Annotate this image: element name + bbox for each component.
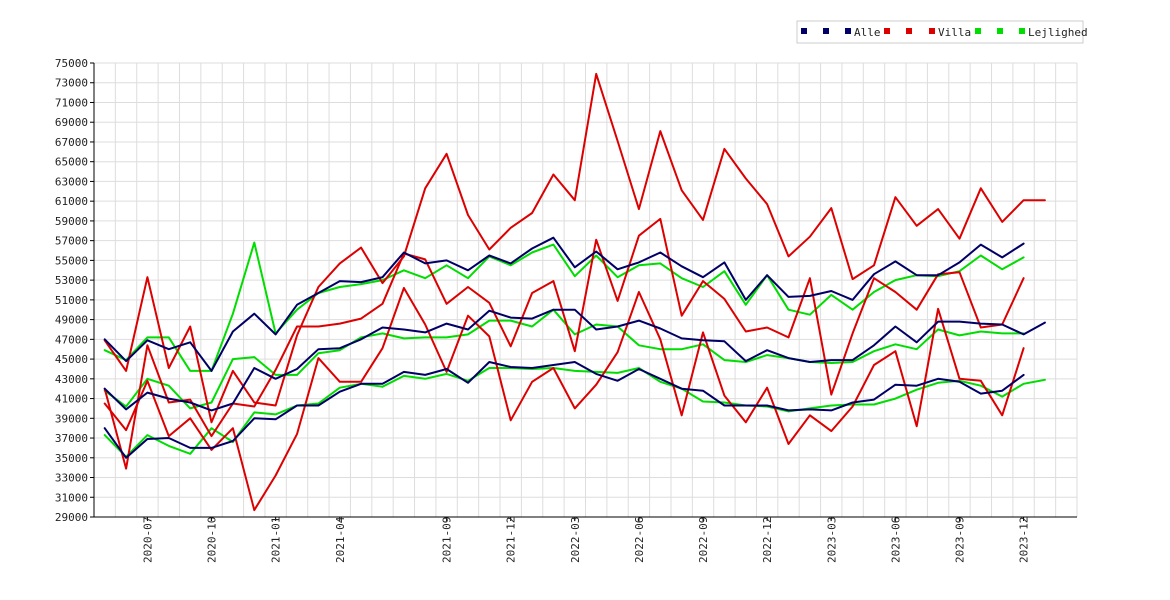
x-tick-label: 2022-03	[569, 517, 582, 563]
legend: Alle Villa Lejlighed	[796, 20, 1088, 44]
y-tick-label: 49000	[55, 314, 88, 327]
legend-marker-villa-1	[884, 28, 890, 34]
x-tick-label: 2022-12	[761, 517, 774, 563]
series-line-alle-0	[103, 236, 1025, 372]
legend-marker-lejlighed-1	[975, 28, 981, 34]
x-tick-label: 2022-09	[697, 517, 710, 563]
y-tick-label: 37000	[55, 432, 88, 445]
y-tick-label: 41000	[55, 393, 88, 406]
y-tick-label: 59000	[55, 215, 88, 228]
legend-label-alle: Alle	[854, 26, 881, 39]
y-tick-label: 39000	[55, 412, 88, 425]
x-tick-label: 2023-03	[825, 517, 838, 563]
legend-box	[796, 20, 1084, 44]
x-tick-labels: 2020-07 2020-10 2021-01 2021-04 2021-09 2021-…	[141, 516, 1030, 563]
y-tick-label: 35000	[55, 452, 88, 465]
series-line-lejlighed-6	[103, 241, 1025, 372]
legend-marker-alle-2	[823, 28, 829, 34]
legend-marker-villa-3	[929, 28, 935, 34]
y-tick-label: 65000	[55, 156, 88, 169]
legend-marker-lejlighed-3	[1019, 28, 1025, 34]
y-tick-label: 73000	[55, 77, 88, 90]
series-layer	[103, 72, 1046, 512]
y-tick-labels: 29000 31000 33000 35000 37000 39000 41000 43000…	[55, 57, 88, 524]
series-line-villa-4	[103, 217, 1025, 470]
axes	[90, 62, 1077, 521]
series-line-villa-3	[103, 72, 1046, 424]
x-tick-label: 2021-09	[441, 517, 454, 563]
legend-label-villa: Villa	[938, 26, 971, 39]
x-tick-label: 2023-06	[889, 517, 902, 563]
x-tick-label: 2021-12	[505, 517, 518, 563]
y-tick-label: 71000	[55, 96, 88, 109]
y-tick-label: 55000	[55, 254, 88, 267]
y-tick-label: 63000	[55, 175, 88, 188]
x-tick-label: 2021-01	[270, 517, 283, 563]
series-line-alle-2	[103, 361, 1025, 459]
x-tick-label: 2021-04	[334, 516, 347, 563]
legend-marker-lejlighed-2	[997, 28, 1003, 34]
y-tick-label: 31000	[55, 491, 88, 504]
y-tick-label: 75000	[55, 57, 88, 70]
x-tick-label: 2023-12	[1018, 517, 1031, 563]
y-tick-label: 51000	[55, 294, 88, 307]
y-tick-label: 67000	[55, 136, 88, 149]
series-line-lejlighed-7	[103, 308, 1025, 410]
x-tick-label: 2022-06	[633, 517, 646, 563]
legend-marker-villa-2	[906, 28, 912, 34]
x-tick-label: 2020-07	[141, 517, 154, 563]
y-tick-label: 69000	[55, 116, 88, 129]
x-tick-label: 2020-10	[206, 517, 219, 563]
legend-label-lejlighed: Lejlighed	[1028, 26, 1088, 39]
y-tick-label: 47000	[55, 333, 88, 346]
series-line-villa-5	[103, 287, 1025, 512]
y-tick-label: 29000	[55, 511, 88, 524]
x-tick-label: 2023-09	[953, 517, 966, 563]
y-tick-label: 61000	[55, 195, 88, 208]
y-tick-label: 57000	[55, 235, 88, 248]
legend-marker-alle-3	[845, 28, 851, 34]
legend-marker-alle-1	[801, 28, 807, 34]
y-tick-label: 43000	[55, 373, 88, 386]
y-tick-label: 45000	[55, 353, 88, 366]
series-line-lejlighed-8	[103, 367, 1046, 458]
y-tick-label: 53000	[55, 274, 88, 287]
series-line-alle-1	[103, 308, 1046, 412]
y-tick-label: 33000	[55, 472, 88, 485]
